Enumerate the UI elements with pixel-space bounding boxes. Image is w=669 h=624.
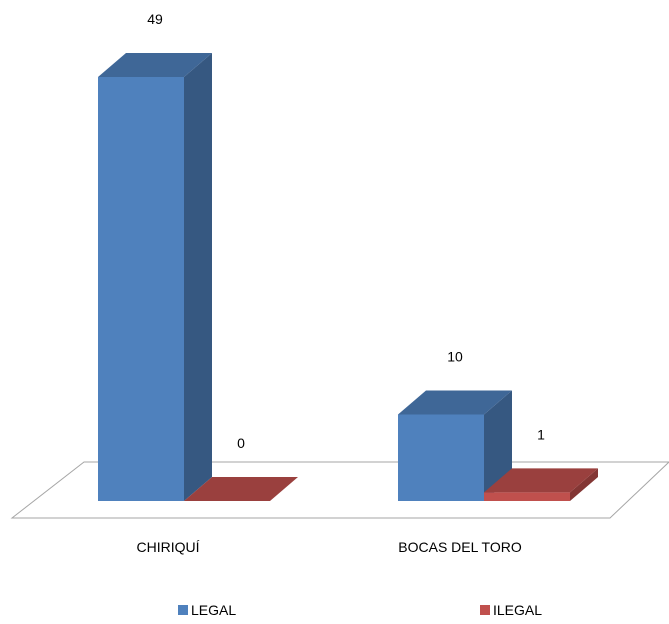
legend-label-legal: LEGAL — [191, 602, 237, 618]
category-label-0: CHIRIQUÍ — [137, 539, 200, 555]
bar-front — [98, 77, 184, 501]
data-label-ilegal-1: 1 — [537, 426, 545, 442]
bar-top — [184, 477, 298, 501]
bar-front — [484, 492, 570, 501]
legend-swatch-ilegal — [480, 605, 490, 615]
bar-top — [98, 53, 212, 77]
legend-item-legal: LEGAL — [178, 602, 236, 618]
bar-legal-0 — [98, 53, 212, 501]
data-label-legal-1: 10 — [447, 348, 463, 364]
bar-front — [398, 414, 484, 501]
bar-side — [184, 53, 212, 501]
legend-label-ilegal: ILEGAL — [493, 602, 543, 618]
data-label-legal-0: 49 — [147, 11, 163, 27]
bar-side — [484, 390, 512, 501]
bar-top — [398, 390, 512, 415]
bar-ilegal-1 — [484, 468, 598, 501]
labels-group: 49 0 CHIRIQUÍ 10 1 BOCAS DEL TORO — [137, 11, 546, 555]
bar-top — [484, 468, 598, 493]
bars-group — [98, 53, 598, 501]
bar-ilegal-0 — [184, 477, 298, 501]
category-label-1: BOCAS DEL TORO — [398, 539, 522, 555]
bar-side — [570, 468, 598, 501]
legend-item-ilegal: ILEGAL — [480, 602, 542, 618]
data-label-ilegal-0: 0 — [237, 435, 245, 451]
bar-legal-1 — [398, 390, 512, 501]
legend-swatch-legal — [178, 605, 188, 615]
